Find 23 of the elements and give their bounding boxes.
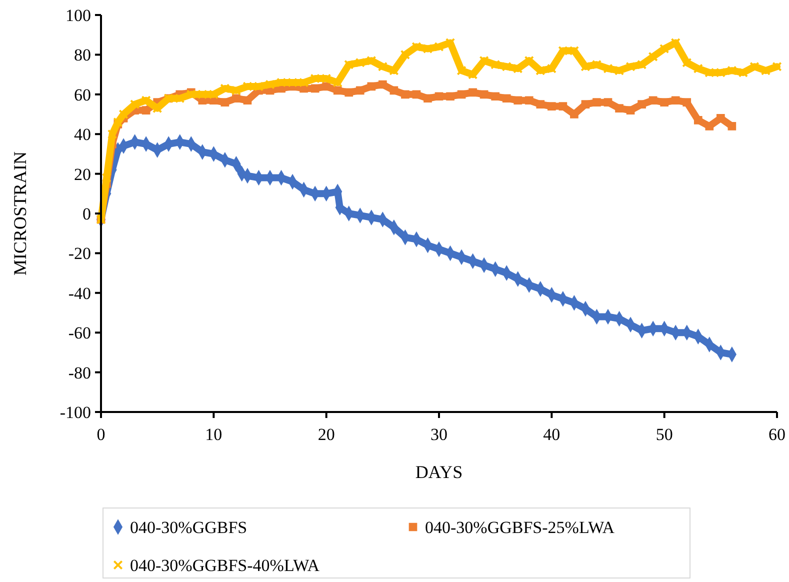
legend-label: 040-30%GGBFS	[130, 518, 248, 537]
y-tick-label: -40	[68, 284, 91, 303]
y-tick-label: -20	[68, 244, 91, 264]
y-tick-label: 80	[74, 46, 91, 65]
y-tick-label: -100	[60, 402, 91, 422]
y-tick-label: 40	[74, 125, 91, 144]
y-tick-label: 100	[66, 6, 91, 25]
y-axis-title: MICROSTRAIN	[10, 151, 30, 276]
legend-label: 040-30%GGBFS-40%LWA	[130, 556, 320, 575]
y-tick-label: 60	[74, 85, 91, 104]
legend-label: 040-30%GGBFS-25%LWA	[425, 518, 616, 537]
y-tick-label: 0	[82, 204, 91, 224]
y-tick-label: -80	[68, 363, 91, 382]
x-tick-label: 0	[96, 425, 106, 444]
y-tick-label: 20	[74, 164, 91, 184]
x-tick-label: 30	[430, 425, 448, 444]
x-tick-label: 40	[543, 425, 560, 444]
x-tick-label: 20	[318, 425, 335, 444]
x-tick-label: 50	[656, 425, 673, 444]
x-tick-label: 60	[768, 425, 786, 444]
x-tick-label: 10	[205, 425, 222, 444]
y-tick-label: -60	[68, 324, 91, 343]
x-axis-title: DAYS	[415, 462, 463, 482]
